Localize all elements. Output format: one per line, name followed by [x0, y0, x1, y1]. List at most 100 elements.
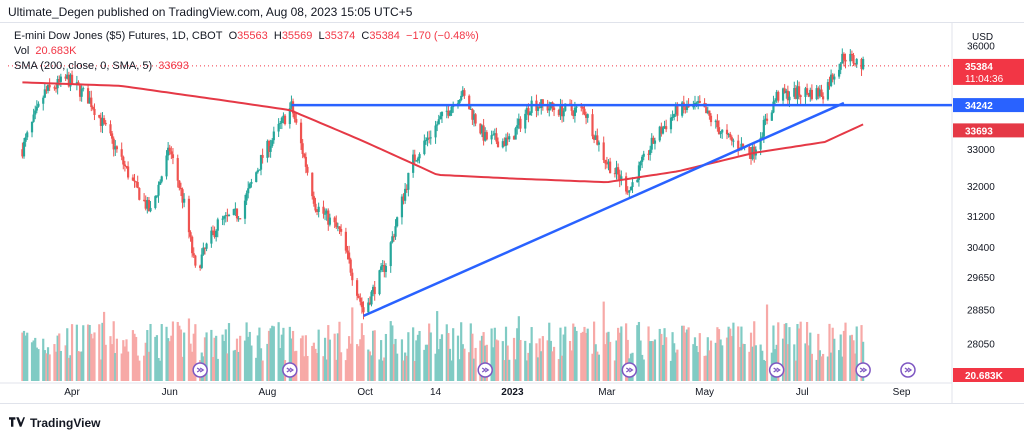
volume-bar — [210, 329, 213, 381]
candle-body — [669, 117, 673, 130]
volume-bar — [607, 331, 610, 381]
candle-body — [820, 89, 823, 97]
volume-bar — [159, 360, 162, 381]
volume-bar — [136, 355, 139, 381]
volume-bar — [620, 326, 623, 381]
volume-bar — [216, 358, 219, 381]
volume-bar — [391, 325, 394, 381]
volume-bar — [250, 345, 253, 381]
candle-body — [697, 101, 700, 103]
candle-body — [854, 63, 857, 65]
candle-body — [245, 193, 248, 201]
volume-bar — [389, 321, 392, 381]
candle-body — [613, 173, 617, 175]
candle-body — [181, 189, 184, 203]
candle-body — [607, 161, 610, 164]
candle-body — [625, 176, 628, 192]
volume-bar — [570, 350, 573, 381]
volume-bar — [514, 359, 517, 381]
volume-bar — [626, 339, 629, 381]
x-tick-label: Mar — [598, 387, 616, 398]
event-marker-icon — [621, 362, 638, 378]
volume-bar — [793, 344, 796, 381]
candle-body — [267, 140, 271, 152]
candle-body — [143, 199, 146, 201]
volume-bar — [189, 343, 192, 381]
candle-body — [831, 74, 834, 80]
candle-body — [495, 133, 498, 142]
volume-bar — [86, 324, 90, 381]
y-tick-label: 36000 — [967, 41, 995, 52]
candle-body — [439, 116, 442, 120]
volume-bar — [248, 331, 251, 381]
volume-bar — [266, 343, 269, 381]
volume-badge: 20.683K — [965, 371, 1004, 382]
chart-frame[interactable] — [0, 22, 1024, 404]
candle-body — [440, 111, 444, 117]
candle-body — [793, 88, 796, 97]
volume-bar — [501, 341, 504, 381]
candle-body — [725, 129, 729, 135]
candle-body — [591, 114, 594, 137]
volume-bar — [179, 329, 183, 381]
candle-body — [727, 133, 730, 135]
candle-body — [817, 88, 820, 97]
candle-body — [211, 230, 215, 232]
volume-bar — [64, 345, 67, 381]
volume-bar — [415, 340, 418, 381]
candle-body — [504, 137, 508, 146]
candle-body — [642, 153, 645, 157]
volume-bar — [592, 321, 596, 381]
candle-body — [43, 89, 46, 98]
volume-bar — [613, 360, 617, 381]
volume-bar — [743, 343, 746, 381]
candle-body — [512, 136, 516, 140]
candle-body — [685, 105, 689, 110]
candle-body — [78, 85, 82, 97]
volume-bar — [817, 333, 820, 381]
volume-bar — [339, 352, 343, 381]
volume-bar — [586, 328, 589, 381]
candle-body — [762, 119, 765, 137]
volume-bar — [373, 330, 376, 381]
candle-body — [299, 122, 303, 144]
candle-body — [786, 90, 789, 101]
volume-bar — [235, 338, 239, 381]
candle-body — [168, 147, 171, 152]
candle-body — [775, 91, 778, 101]
candle-body — [426, 137, 429, 141]
volume-bar — [277, 322, 280, 381]
candle-body — [741, 143, 745, 148]
candle-body — [102, 118, 106, 123]
candle-body — [852, 55, 855, 64]
candle-body — [311, 172, 314, 197]
event-marker-arrow — [904, 367, 913, 373]
candle-body — [261, 155, 264, 158]
candle-body — [101, 118, 104, 126]
volume-bar — [605, 332, 609, 381]
event-marker-arrow — [286, 367, 295, 373]
volume-bar — [335, 359, 338, 381]
candle-body — [855, 59, 858, 65]
volume-bar — [367, 349, 370, 381]
candle-body — [216, 219, 219, 231]
volume-bar — [815, 359, 818, 381]
candle-body — [34, 110, 37, 115]
volume-bar — [227, 323, 231, 381]
candle-body — [194, 255, 197, 266]
sma-label: SMA (200, close, 0, SMA, 5) — [14, 60, 153, 72]
volume-bar — [178, 325, 181, 381]
sma-badge-bg — [953, 123, 1024, 138]
candle-body — [304, 156, 307, 167]
volume-bar — [737, 326, 740, 381]
candle-body — [594, 135, 597, 140]
volume-bar — [445, 324, 448, 381]
candle-body — [125, 166, 128, 168]
candle-body — [210, 230, 213, 244]
volume-bar — [439, 338, 442, 381]
volume-bar — [423, 349, 426, 381]
volume-bar — [346, 348, 349, 381]
volume-bar — [594, 344, 597, 381]
